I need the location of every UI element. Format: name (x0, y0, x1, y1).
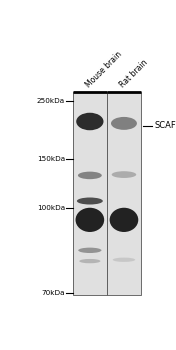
Ellipse shape (113, 258, 135, 262)
Ellipse shape (112, 171, 136, 178)
Ellipse shape (111, 117, 137, 130)
Text: Rat brain: Rat brain (118, 58, 149, 89)
Ellipse shape (79, 259, 100, 263)
Text: 150kDa: 150kDa (37, 156, 65, 162)
FancyBboxPatch shape (73, 92, 107, 295)
Ellipse shape (77, 197, 103, 204)
Ellipse shape (78, 172, 102, 179)
Ellipse shape (78, 248, 101, 253)
Text: 70kDa: 70kDa (42, 290, 65, 296)
Ellipse shape (110, 208, 138, 232)
FancyBboxPatch shape (73, 92, 141, 295)
Ellipse shape (76, 208, 104, 232)
Text: SCAF8: SCAF8 (154, 121, 176, 130)
Text: 250kDa: 250kDa (37, 98, 65, 104)
Text: Mouse brain: Mouse brain (84, 49, 124, 89)
FancyBboxPatch shape (107, 92, 141, 295)
Text: 100kDa: 100kDa (37, 205, 65, 211)
Ellipse shape (76, 113, 103, 130)
